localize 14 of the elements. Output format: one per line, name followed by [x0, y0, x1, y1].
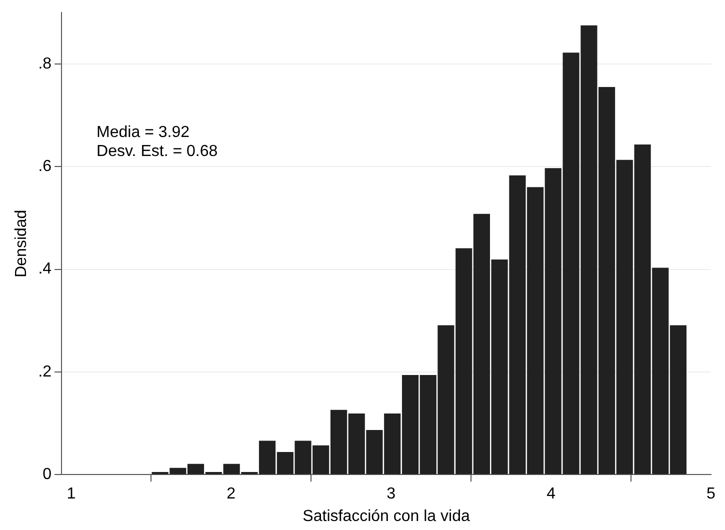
x-axis-title: Satisfacción con la vida [302, 508, 470, 525]
x-tick-label: 4 [546, 486, 556, 503]
y-tick-label: .4 [38, 260, 52, 278]
y-axis-title: Densidad [13, 210, 30, 278]
y-tick-label: .6 [38, 158, 52, 176]
y-tick-label: 0 [42, 466, 52, 484]
annotation: Desv. Est. = 0.68 [96, 143, 218, 160]
x-tick-label: 5 [706, 486, 716, 503]
x-tick-label: 3 [386, 486, 396, 503]
x-tick-label: 1 [66, 486, 76, 503]
x-tick-label: 2 [226, 486, 236, 503]
annotation: Media = 3.92 [96, 124, 190, 142]
y-tick-label: .8 [38, 55, 52, 72]
y-tick-label: .2 [38, 363, 52, 380]
